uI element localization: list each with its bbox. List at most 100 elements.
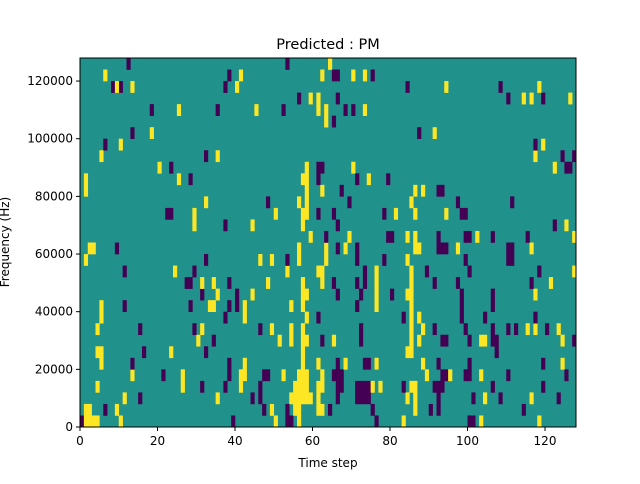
y-tick-label: 80000 [35, 189, 73, 203]
heatmap-cell-positive [300, 334, 306, 347]
heatmap-cell-negative [355, 242, 360, 255]
heatmap-cell-negative [490, 300, 495, 312]
heatmap-cell-positive [258, 254, 263, 266]
heatmap-cell-positive [176, 104, 182, 116]
heatmap-cell-positive [304, 288, 309, 301]
heatmap-cell-positive [300, 369, 306, 382]
heatmap-cell-negative [316, 173, 321, 186]
heatmap-cell-negative [510, 196, 515, 209]
heatmap-cell-negative [335, 392, 340, 405]
heatmap-cell-negative [366, 380, 371, 393]
heatmap-cell-positive [293, 380, 298, 393]
heatmap-cell-negative [331, 115, 337, 128]
heatmap-cell-positive [405, 230, 410, 243]
heatmap-cell-negative [498, 81, 503, 93]
heatmap-cell-negative [227, 277, 232, 289]
heatmap-cell-negative [347, 196, 352, 209]
heatmap-cell-positive [293, 403, 298, 416]
heatmap-cell-positive [300, 219, 306, 232]
heatmap-cell-positive [378, 380, 383, 393]
heatmap-cell-positive [122, 392, 127, 405]
heatmap-cell-positive [475, 230, 480, 243]
heatmap-cell-negative [355, 277, 360, 289]
heatmap-cell-positive [479, 415, 484, 428]
x-tick-label: 60 [305, 434, 320, 448]
heatmap-cell-positive [409, 288, 414, 301]
heatmap-cell-positive [405, 254, 410, 266]
heatmap-cell-positive [320, 380, 325, 393]
heatmap-cell-positive [83, 184, 89, 197]
heatmap-cell-negative [467, 369, 472, 382]
heatmap-cell-negative [362, 277, 368, 289]
heatmap-cell-positive [370, 380, 375, 393]
heatmap-cell-negative [266, 196, 271, 209]
x-tick-label: 80 [382, 434, 397, 448]
heatmap-cell-negative [285, 403, 290, 416]
heatmap-cell-positive [537, 81, 542, 93]
plot-frame [79, 57, 577, 428]
heatmap-cell-negative [192, 323, 197, 336]
heatmap-cell-positive [300, 173, 306, 186]
x-tick-label: 20 [150, 434, 165, 448]
heatmap-cell-negative [440, 334, 445, 347]
heatmap-cell-positive [328, 58, 333, 70]
heatmap-cell-positive [99, 346, 104, 359]
heatmap-cell-negative [467, 230, 472, 243]
heatmap-cell-negative [169, 207, 174, 220]
heatmap-cell-negative [510, 242, 515, 255]
heatmap-cell-negative [359, 380, 364, 393]
heatmap-cell-positive [529, 92, 534, 105]
heatmap-cell-positive [304, 334, 309, 347]
heatmap-cell-positive [374, 265, 379, 278]
heatmap-cell-negative [359, 323, 364, 336]
heatmap-cell-positive [304, 392, 309, 405]
heatmap-cell-positive [320, 403, 325, 416]
heatmap-cell-negative [568, 161, 573, 174]
heatmap-cell-negative [335, 219, 340, 232]
heatmap-cell-positive [316, 104, 321, 116]
heatmap-cell-negative [382, 254, 387, 266]
heatmap-cell-negative [262, 369, 267, 382]
heatmap-cell-positive [324, 254, 329, 266]
heatmap-cell-positive [432, 127, 437, 140]
heatmap-cell-positive [289, 334, 294, 347]
heatmap-cell-positive [413, 207, 418, 220]
heatmap-cell-negative [417, 127, 422, 140]
heatmap-cell-negative [444, 242, 449, 255]
heatmap-cell-positive [320, 184, 325, 197]
heatmap-cell-positive [347, 230, 352, 243]
heatmap-cell-negative [370, 403, 375, 416]
heatmap-cell-positive [266, 277, 271, 289]
heatmap-cell-positive [192, 207, 197, 220]
heatmap-cell-negative [541, 92, 546, 105]
heatmap-cell-positive [316, 265, 321, 278]
heatmap-cell-positive [304, 161, 309, 174]
heatmap-cell-negative [405, 81, 410, 93]
heatmap-cell-positive [99, 311, 104, 324]
heatmap-cell-negative [231, 415, 236, 428]
heatmap-cell-positive [529, 242, 534, 255]
heatmap-cell-positive [192, 219, 197, 232]
heatmap-cell-positive [324, 115, 329, 128]
heatmap-cell-negative [192, 265, 197, 278]
heatmap-cell-positive [424, 369, 430, 382]
heatmap-cell-negative [359, 392, 364, 405]
heatmap-cell-negative [436, 403, 441, 416]
heatmap-cell-negative [432, 277, 437, 289]
heatmap-cell-positive [83, 415, 89, 428]
heatmap-cell-negative [289, 415, 294, 428]
heatmap-cell-positive [300, 323, 306, 336]
heatmap-cell-negative [355, 173, 360, 186]
heatmap-cell-negative [374, 415, 379, 428]
heatmap-cell-positive [300, 346, 306, 359]
heatmap-cell-positive [483, 334, 488, 347]
heatmap-cell-positive [215, 392, 220, 405]
heatmap-cell-positive [238, 69, 244, 82]
heatmap-cell-negative [235, 288, 240, 301]
heatmap-cell-negative [556, 392, 561, 405]
heatmap-cell-negative [262, 403, 267, 416]
heatmap-cell-negative [529, 277, 534, 289]
heatmap-cell-positive [308, 392, 313, 405]
heatmap-cell-positive [413, 230, 418, 243]
heatmap-cell-positive [273, 207, 278, 220]
